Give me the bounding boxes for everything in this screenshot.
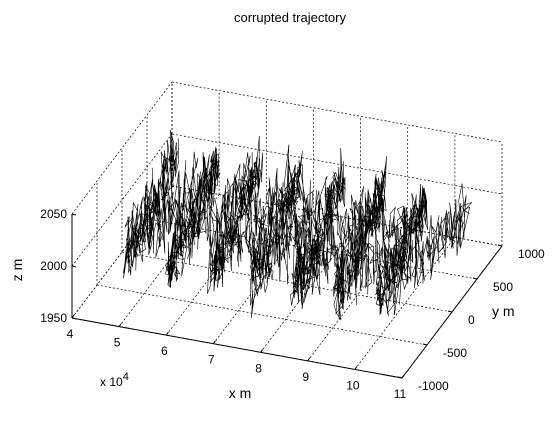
z-tick-mark xyxy=(71,265,77,268)
y-tick-mark xyxy=(447,310,453,313)
chart-title: corrupted trajectory xyxy=(234,10,346,25)
x-tick-mark xyxy=(401,374,405,379)
x-tick-label: 4 xyxy=(67,327,74,341)
tick-labels: 4 5 6 7 8 9 10 11 -1000 -500 0 500 1000 1950 2000 2050 xyxy=(40,207,545,401)
x-tick-label: 9 xyxy=(302,370,309,384)
trajectory-line xyxy=(123,130,473,320)
z-tick-mark xyxy=(71,213,77,216)
z-tick-label: 2050 xyxy=(40,207,67,221)
x-tick-mark xyxy=(165,331,169,336)
x-tick-mark xyxy=(71,314,75,319)
y-tick-mark xyxy=(422,343,428,346)
y-tick-label: 0 xyxy=(468,313,475,327)
z-tick-label: 1950 xyxy=(40,311,67,325)
trajectory-series xyxy=(123,130,473,320)
x-tick-mark xyxy=(212,340,216,344)
y-tick-label: 1000 xyxy=(518,247,545,261)
x-multiplier-base: x 10 xyxy=(100,375,123,389)
x-multiplier: x 104 xyxy=(100,371,129,389)
y-tick-mark xyxy=(397,376,403,379)
x-tick-mark xyxy=(354,366,358,370)
x-tick-label: 7 xyxy=(208,353,215,367)
x-axis-label: x m xyxy=(229,385,252,401)
x-tick-label: 11 xyxy=(394,387,407,401)
z-tick-mark xyxy=(71,317,77,320)
axes xyxy=(71,213,503,379)
y-tick-mark xyxy=(472,277,478,280)
x-tick-label: 6 xyxy=(161,344,168,358)
x-tick-label: 5 xyxy=(114,336,121,350)
y-tick-label: 500 xyxy=(493,280,513,294)
x-tick-mark xyxy=(118,323,122,327)
x-tick-label: 10 xyxy=(346,378,360,392)
grid-line-back-z xyxy=(171,81,503,143)
z-tick-label: 2000 xyxy=(40,259,67,273)
y-axis-label: y m xyxy=(492,303,515,319)
x-tick-mark xyxy=(260,349,264,353)
y-tick-mark xyxy=(497,244,503,247)
y-tick-label: -500 xyxy=(443,346,467,360)
y-tick-label: -1000 xyxy=(418,379,449,393)
x-tick-mark xyxy=(307,357,311,362)
x-multiplier-exponent: 4 xyxy=(123,371,129,383)
z-axis-label: z m xyxy=(9,259,25,282)
x-tick-label: 8 xyxy=(255,361,262,375)
x-axis-line xyxy=(71,317,403,379)
